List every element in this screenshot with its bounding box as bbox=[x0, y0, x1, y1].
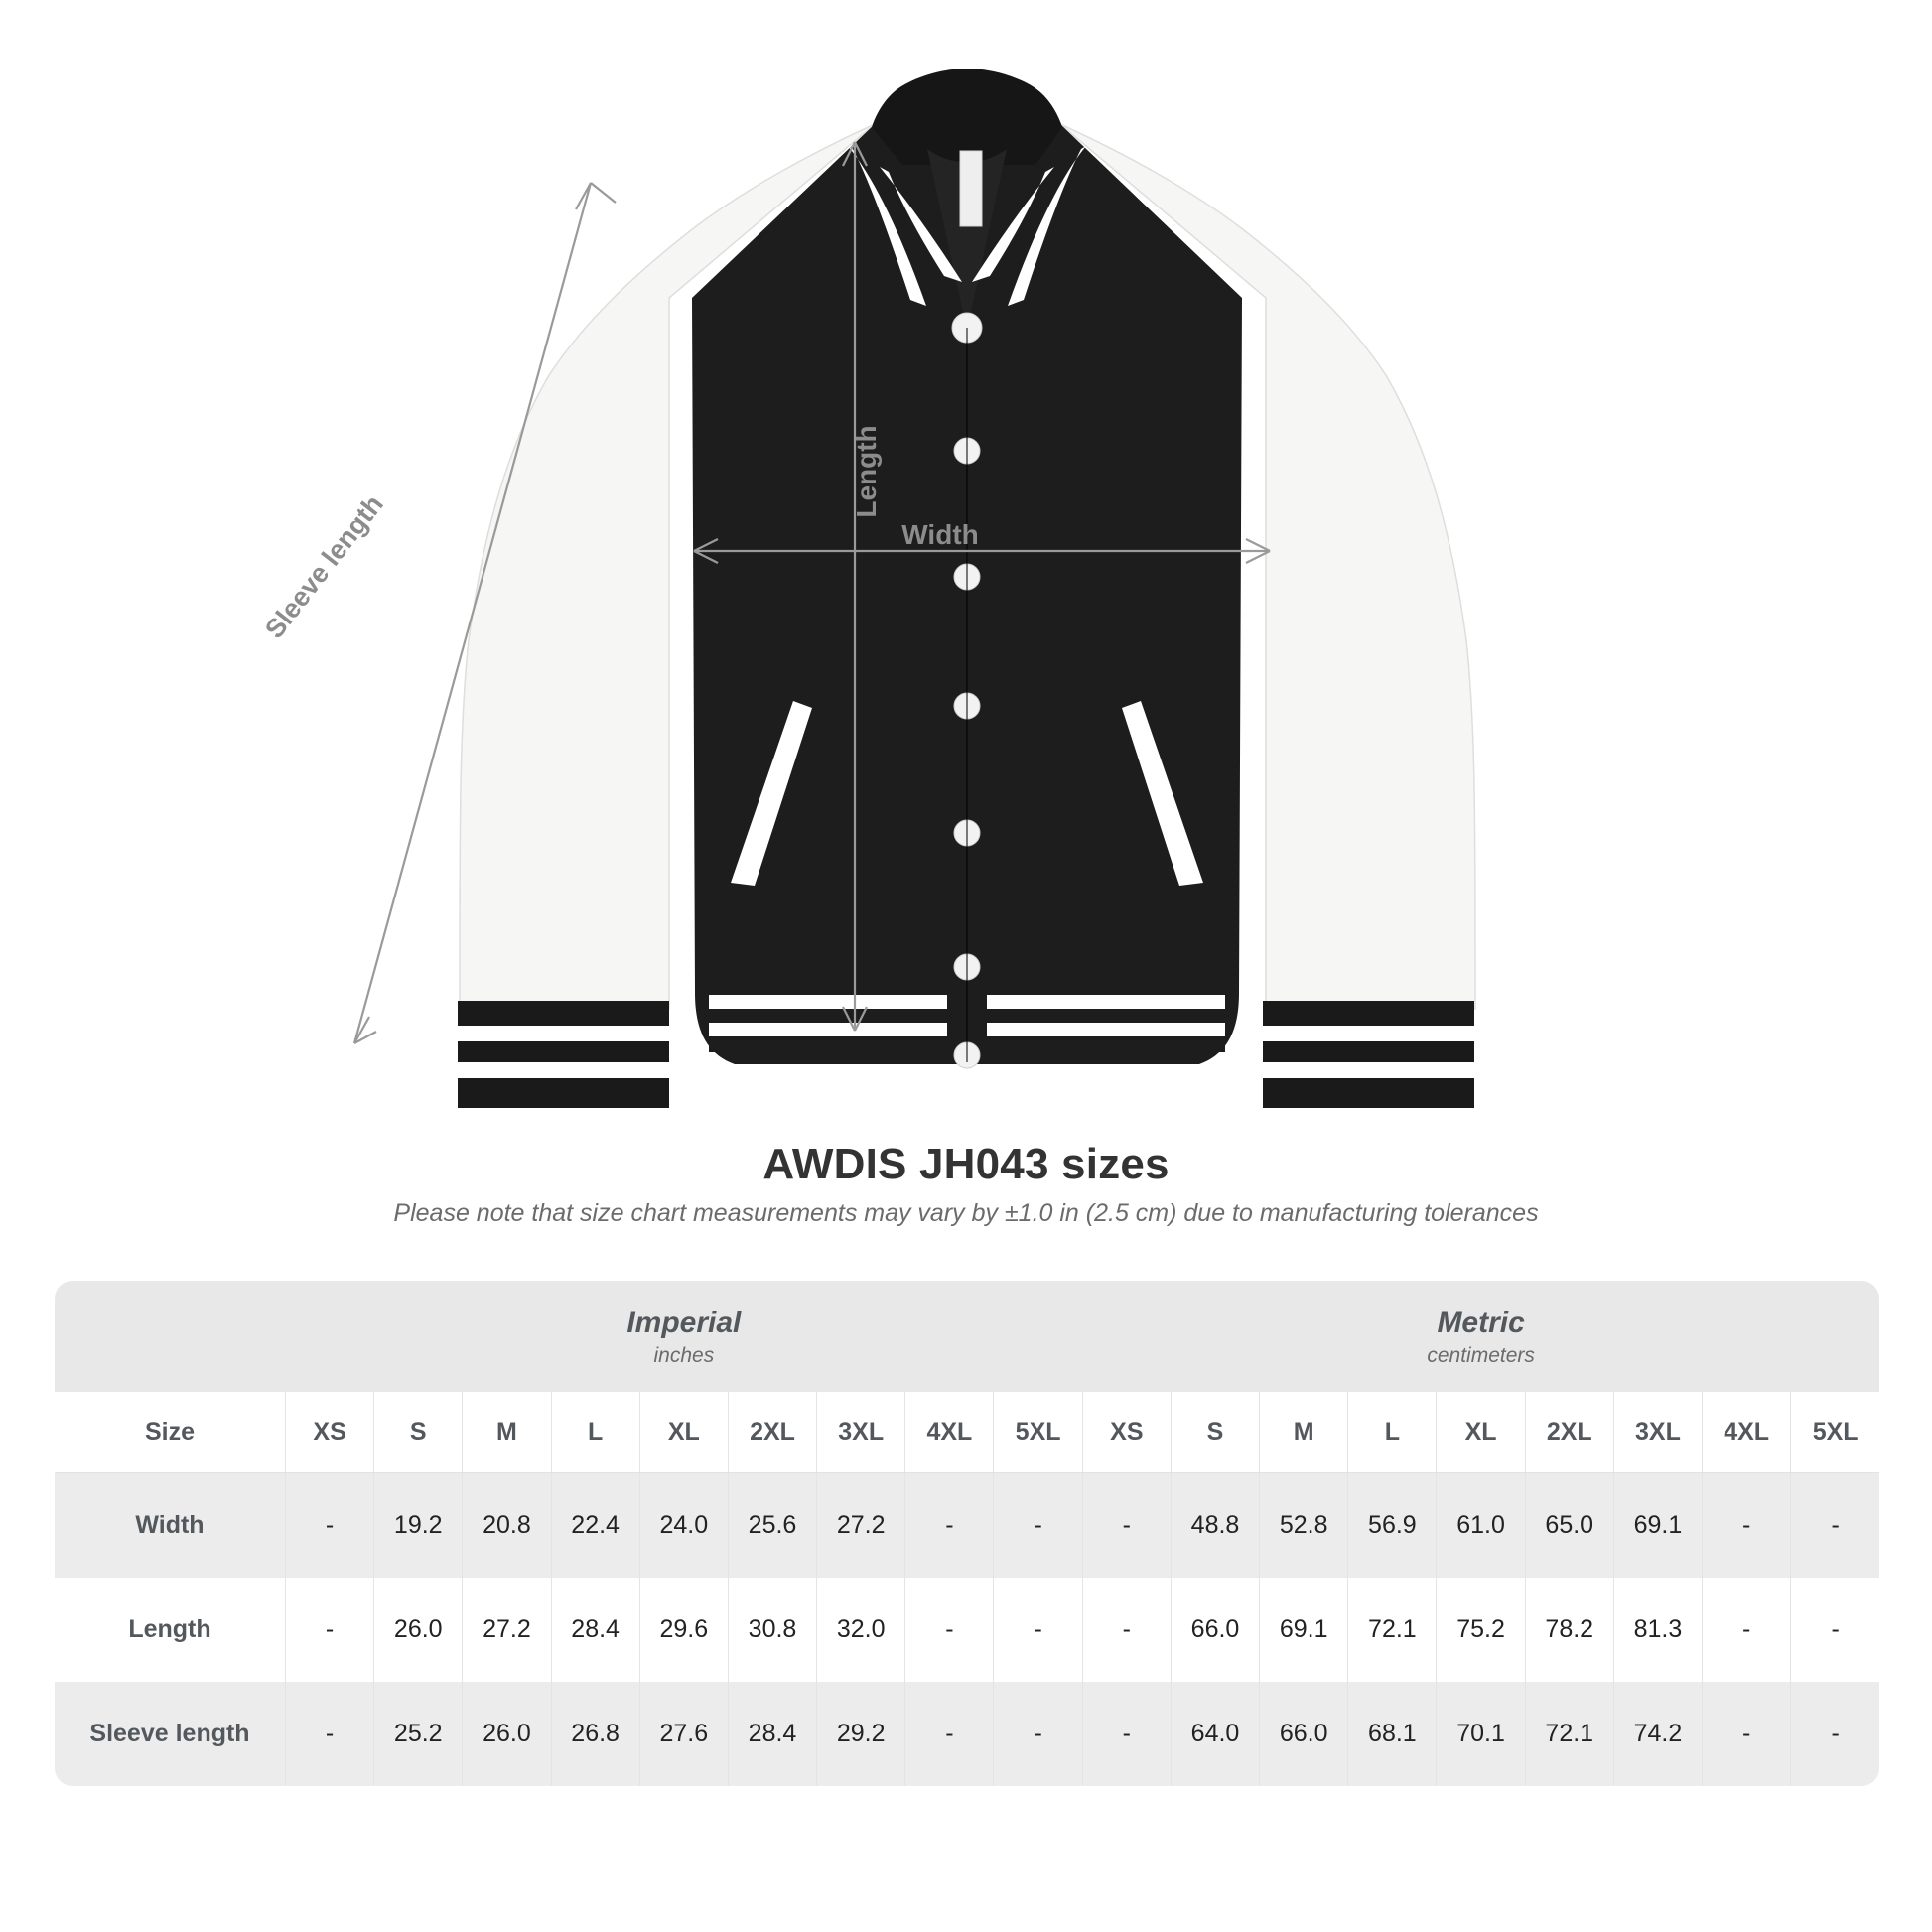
svg-text:Width: Width bbox=[901, 519, 979, 550]
svg-text:Sleeve length: Sleeve length bbox=[259, 489, 389, 644]
svg-text:Length: Length bbox=[851, 425, 882, 517]
